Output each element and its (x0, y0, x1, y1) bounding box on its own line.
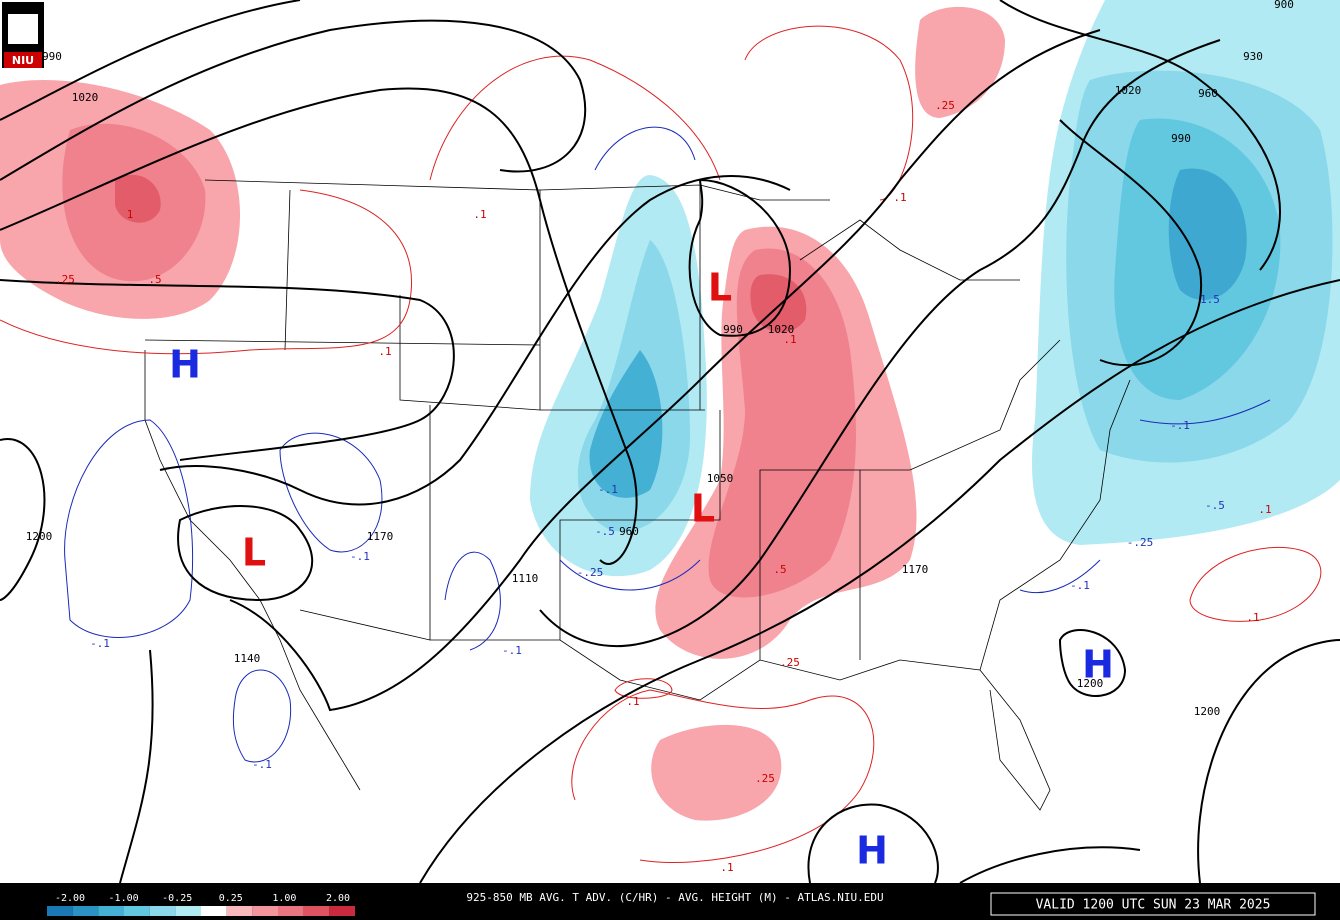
height-label: 1020 (1115, 84, 1142, 97)
colorbar-cell (124, 906, 150, 916)
height-label: 990 (723, 323, 743, 336)
height-label: 1050 (707, 472, 734, 485)
advection-label: .1 (378, 345, 391, 358)
advection-label: .1 (626, 695, 639, 708)
height-label: 990 (1171, 132, 1191, 145)
advection-label: .1 (720, 861, 733, 874)
advection-label: .25 (935, 99, 955, 112)
high-center: H (1082, 643, 1114, 687)
advection-label: .25 (780, 656, 800, 669)
height-labels: 1020 990 1200 1170 1110 1140 1050 990 10… (26, 0, 1294, 718)
high-center: H (169, 343, 201, 387)
advection-label: .1 (1258, 503, 1271, 516)
colorbar-cell (329, 906, 355, 916)
colorbar-label: 2.00 (326, 893, 350, 904)
colorbar-cell (149, 906, 176, 916)
advection-contours (0, 25, 1322, 863)
colorbar-cell (72, 906, 99, 916)
colorbar-cell (278, 906, 304, 916)
height-label: 990 (42, 50, 62, 63)
geography (144, 179, 1131, 811)
colorbar-cell (175, 906, 201, 916)
advection-labels: .25 .5 1 .1 .1 .25 .1 -.1 -.1 -.1 -.25 -… (55, 99, 1272, 874)
height-label: 930 (1243, 50, 1263, 63)
colorbar-label: 1.00 (272, 893, 296, 904)
colorbar-cell (303, 906, 330, 916)
center-labels: H H H L L L (169, 266, 1114, 873)
height-label: 1200 (26, 530, 53, 543)
height-label: 960 (1198, 87, 1218, 100)
advection-label: .25 (755, 772, 775, 785)
advection-label: -.1 (90, 637, 110, 650)
low-center: L (242, 531, 266, 575)
advection-label: -.5 (1205, 499, 1225, 512)
bottom-bar: 925-850 MB AVG. T ADV. (C/HR) - AVG. HEI… (0, 883, 1340, 920)
advection-label: .1 (473, 208, 486, 221)
advection-label: 1 (127, 208, 134, 221)
valid-time: VALID 1200 UTC SUN 23 MAR 2025 (1036, 898, 1271, 913)
height-contours (0, 0, 1340, 884)
colorbar-label: 0.25 (219, 893, 243, 904)
advection-label: -.1 (252, 758, 272, 771)
advection-label: -.25 (1127, 536, 1154, 549)
height-label: 1200 (1077, 677, 1104, 690)
height-label: 960 (619, 525, 639, 538)
logo: NIU (2, 2, 44, 68)
height-label: 900 (1274, 0, 1294, 11)
high-center: H (856, 829, 888, 873)
advection-label: .1 (1246, 611, 1259, 624)
logo-text: NIU (12, 54, 34, 67)
height-label: 1170 (902, 563, 929, 576)
advection-label: -.1 (598, 483, 618, 496)
map-title: 925-850 MB AVG. T ADV. (C/HR) - AVG. HEI… (466, 891, 883, 904)
height-label: 1140 (234, 652, 261, 665)
advection-label: -.1 (1170, 419, 1190, 432)
advection-label: -.25 (577, 566, 604, 579)
height-label: 1170 (367, 530, 394, 543)
colorbar-cell (252, 906, 278, 916)
advection-label: .5 (148, 273, 161, 286)
colorbar-label: -1.00 (109, 893, 139, 904)
shading (0, 0, 1340, 821)
advection-label: 1.5 (1200, 293, 1220, 306)
colorbar-cell (47, 906, 73, 916)
advection-label: .1 (893, 191, 906, 204)
height-label: 1110 (512, 572, 539, 585)
advection-label: .5 (773, 563, 786, 576)
low-center: L (708, 266, 732, 310)
colorbar-label: -0.25 (162, 893, 192, 904)
colorbar-cell (98, 906, 124, 916)
height-label: 1200 (1194, 705, 1221, 718)
advection-label: .1 (783, 333, 796, 346)
advection-label: -.1 (502, 644, 522, 657)
advection-label: -.1 (350, 550, 370, 563)
colorbar-cell (226, 906, 253, 916)
advection-label: -.5 (595, 525, 615, 538)
height-label: 1020 (72, 91, 99, 104)
colorbar-label: -2.00 (55, 893, 85, 904)
height-label: 1020 (768, 323, 795, 336)
advection-label: -.1 (1070, 579, 1090, 592)
advection-label: .25 (55, 273, 75, 286)
low-center: L (691, 487, 715, 531)
colorbar-cell (201, 906, 227, 916)
